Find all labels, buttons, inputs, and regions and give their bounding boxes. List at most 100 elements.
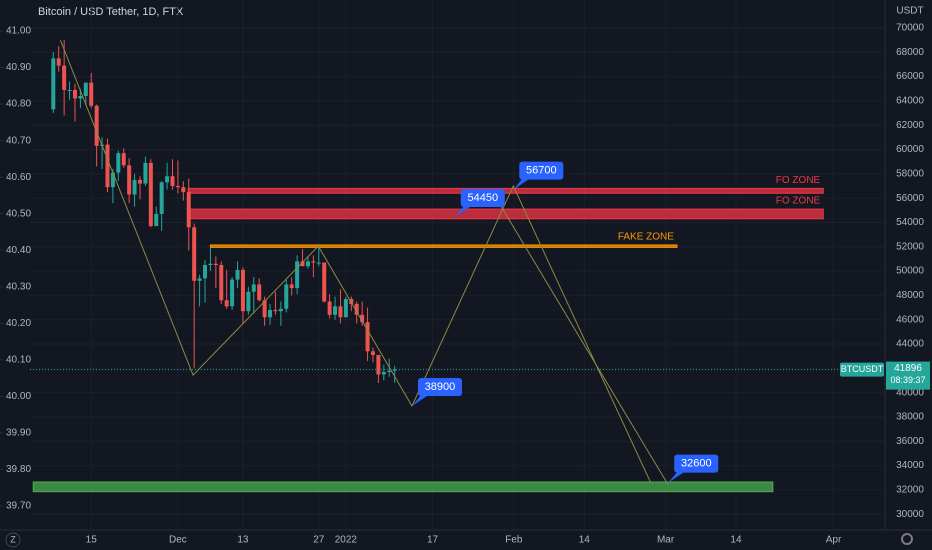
- y-tick-label: 30000: [896, 509, 924, 520]
- candle-body: [197, 278, 202, 281]
- candle-body: [105, 144, 110, 188]
- candle-body: [132, 179, 137, 195]
- zone: [187, 187, 824, 194]
- candle-body: [137, 179, 142, 184]
- settings-icon[interactable]: [901, 533, 913, 545]
- x-tick-label: 15: [86, 535, 98, 546]
- x-tick-label: Dec: [169, 535, 187, 546]
- candle-body: [94, 105, 99, 146]
- price-label: 41896: [894, 363, 922, 374]
- y-tick-label: 34000: [896, 460, 924, 471]
- candle-body: [83, 82, 88, 97]
- trend-path: [59, 39, 652, 484]
- candle-body: [154, 213, 159, 227]
- candle-body: [381, 371, 386, 375]
- candle-body: [262, 300, 267, 318]
- callout-pointer: [513, 177, 532, 190]
- y-tick-label: 48000: [896, 290, 924, 301]
- candle-body: [343, 299, 348, 318]
- callout-label: 56700: [526, 165, 557, 177]
- callout-label: 38900: [425, 381, 456, 393]
- y-tick-label: 50000: [896, 266, 924, 277]
- y2-tick-label: 40.40: [6, 245, 31, 256]
- x-tick-label: 13: [237, 535, 249, 546]
- callout-box: [460, 188, 505, 207]
- y-tick-label: 58000: [896, 168, 924, 179]
- candle-body: [224, 300, 229, 307]
- candle-body: [392, 369, 397, 371]
- candle-body: [175, 185, 180, 188]
- y2-tick-label: 40.60: [6, 172, 31, 183]
- candle-body: [273, 309, 278, 312]
- currency-label: USDT: [896, 6, 923, 17]
- candle-body: [78, 96, 83, 99]
- candle-body: [219, 265, 224, 301]
- candle-body: [121, 153, 126, 166]
- chart-title: Bitcoin / USD Tether, 1D, FTX: [38, 6, 184, 18]
- candle-body: [235, 269, 240, 280]
- candle-body: [116, 153, 121, 173]
- countdown-label: 08:39:37: [890, 375, 925, 385]
- y2-tick-label: 41.00: [6, 26, 31, 37]
- zone-label: FO ZONE: [776, 175, 821, 186]
- candle-body: [110, 172, 115, 188]
- candle-body: [208, 263, 213, 265]
- toolbar-label[interactable]: Z: [10, 534, 16, 544]
- candle-body: [240, 269, 245, 312]
- callout-label: 32600: [681, 457, 712, 469]
- zone-label: FO ZONE: [776, 196, 821, 207]
- y2-tick-label: 40.90: [6, 62, 31, 73]
- y2-tick-label: 39.90: [6, 427, 31, 438]
- candle-body: [192, 227, 197, 281]
- candle-body: [51, 58, 56, 110]
- candle-body: [327, 301, 332, 315]
- candle-body: [322, 262, 327, 302]
- candle-body: [181, 187, 186, 193]
- candle-body: [170, 176, 175, 186]
- y2-tick-label: 40.50: [6, 208, 31, 219]
- x-tick-label: 17: [427, 535, 439, 546]
- toolbar-button[interactable]: [5, 532, 21, 548]
- y2-tick-label: 40.70: [6, 135, 31, 146]
- x-tick-label: Feb: [505, 535, 523, 546]
- candle-body: [338, 306, 343, 318]
- candle-body: [62, 65, 67, 90]
- candle-body: [360, 314, 365, 323]
- candle-body: [148, 162, 153, 227]
- y2-tick-label: 40.20: [6, 318, 31, 329]
- candle-body: [89, 82, 94, 106]
- y-tick-label: 56000: [896, 193, 924, 204]
- callout-pointer: [454, 204, 473, 217]
- candle-body: [165, 176, 170, 183]
- candle-body: [213, 263, 218, 265]
- candle-body: [251, 284, 256, 292]
- candle-body: [56, 58, 61, 66]
- candle-body: [268, 309, 273, 318]
- y2-tick-label: 40.00: [6, 391, 31, 402]
- y-tick-label: 66000: [896, 71, 924, 82]
- zone-label: FAKE ZONE: [618, 232, 674, 243]
- candle-body: [278, 308, 283, 312]
- candle-body: [370, 351, 375, 355]
- candle-body: [289, 284, 294, 289]
- y-tick-label: 40000: [896, 387, 924, 398]
- candle-body: [333, 306, 338, 315]
- x-tick-label: Mar: [657, 535, 675, 546]
- callout-box: [519, 161, 564, 180]
- y2-tick-label: 40.80: [6, 99, 31, 110]
- candle-body: [284, 284, 289, 309]
- y-tick-label: 54000: [896, 217, 924, 228]
- price-tag: [886, 361, 930, 390]
- callout-box: [417, 378, 462, 397]
- y-tick-label: 32000: [896, 485, 924, 496]
- y-tick-label: 64000: [896, 96, 924, 107]
- x-tick-label: Apr: [826, 535, 842, 546]
- candle-body: [230, 279, 235, 307]
- candle-body: [257, 284, 262, 301]
- callout-label: 54450: [467, 192, 498, 204]
- candle-body: [246, 291, 251, 312]
- x-tick-label: 14: [579, 535, 591, 546]
- candle-body: [295, 261, 300, 289]
